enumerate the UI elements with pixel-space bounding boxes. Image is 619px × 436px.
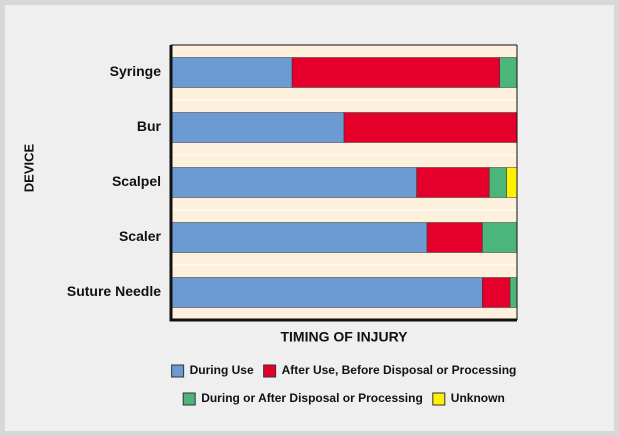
legend-swatch bbox=[171, 364, 185, 378]
bar-segment bbox=[426, 222, 483, 253]
bar-segment bbox=[170, 277, 483, 308]
legend-label: During or After Disposal or Processing bbox=[201, 391, 423, 405]
bar-segment bbox=[170, 57, 293, 88]
bar-segment bbox=[170, 167, 417, 198]
bar-segment bbox=[482, 222, 518, 253]
y-tick-label: Suture Needle bbox=[67, 283, 161, 299]
bar-segment bbox=[291, 57, 500, 88]
bar-segment bbox=[506, 167, 518, 198]
legend-swatch bbox=[432, 392, 446, 406]
bar-segment bbox=[499, 57, 518, 88]
bar-segment bbox=[416, 167, 490, 198]
legend-swatch bbox=[263, 364, 277, 378]
legend-swatch bbox=[182, 392, 196, 406]
bar-segment bbox=[482, 277, 511, 308]
bar-segment bbox=[170, 112, 345, 143]
bar-segment bbox=[489, 167, 507, 198]
y-tick-label: Bur bbox=[137, 118, 162, 134]
y-tick-label: Syringe bbox=[110, 63, 162, 79]
legend-label: After Use, Before Disposal or Processing bbox=[282, 363, 517, 377]
bar-segment bbox=[343, 112, 518, 143]
bar-segment bbox=[509, 277, 518, 308]
y-tick-label: Scaler bbox=[119, 228, 162, 244]
legend-label: During Use bbox=[190, 363, 254, 377]
y-tick-label: Scalpel bbox=[112, 173, 161, 189]
legend-label: Unknown bbox=[451, 391, 505, 405]
x-axis-label: TIMING OF INJURY bbox=[280, 329, 408, 345]
bar-segment bbox=[170, 222, 428, 253]
y-axis-label: DEVICE bbox=[21, 143, 36, 192]
